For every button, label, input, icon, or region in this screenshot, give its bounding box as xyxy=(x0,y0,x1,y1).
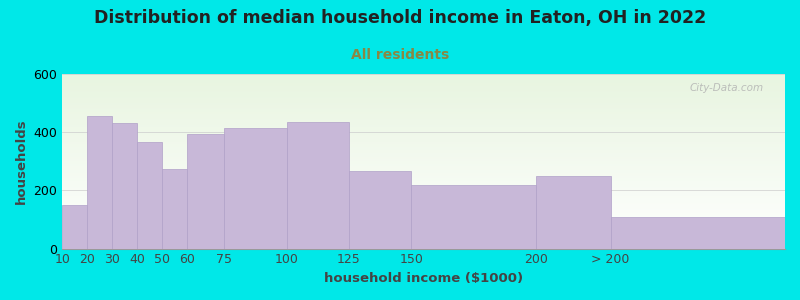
Text: Distribution of median household income in Eaton, OH in 2022: Distribution of median household income … xyxy=(94,9,706,27)
Bar xyxy=(224,128,286,249)
X-axis label: household income ($1000): household income ($1000) xyxy=(324,272,523,285)
Bar xyxy=(187,134,224,249)
Bar xyxy=(286,122,349,249)
Bar xyxy=(536,176,610,249)
Bar xyxy=(112,124,137,249)
Bar xyxy=(87,116,112,249)
Bar xyxy=(411,184,536,249)
Text: All residents: All residents xyxy=(351,48,449,62)
Bar xyxy=(610,217,785,249)
Bar xyxy=(349,172,411,249)
Bar xyxy=(137,142,162,249)
Bar xyxy=(162,169,187,249)
Y-axis label: households: households xyxy=(15,118,28,204)
Text: City-Data.com: City-Data.com xyxy=(689,83,763,93)
Bar xyxy=(62,205,87,249)
